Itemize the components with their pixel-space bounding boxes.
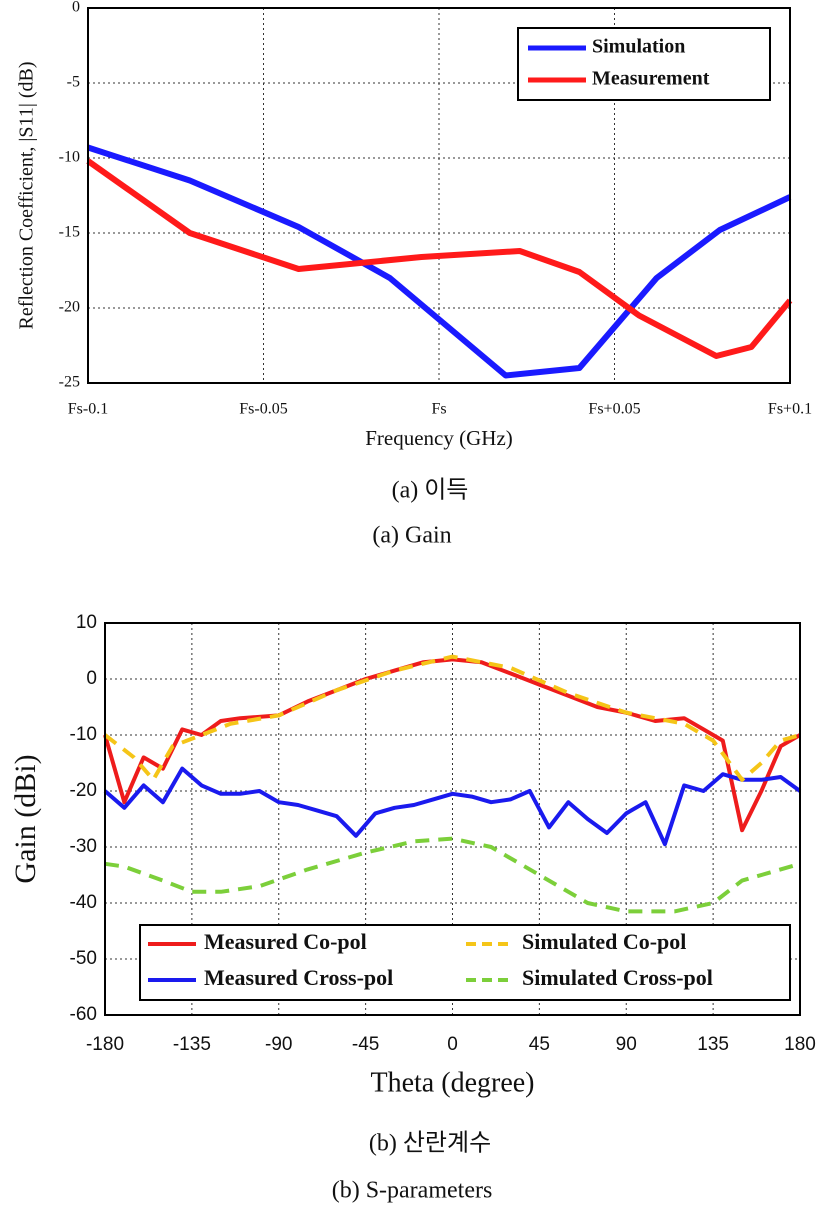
series-line	[104, 836, 801, 914]
legend-label: Simulation	[592, 36, 685, 58]
y-tick-label: -10	[59, 149, 80, 166]
y-tick-label: -5	[67, 74, 80, 91]
y-tick-label: 10	[76, 612, 97, 633]
series-line	[103, 766, 802, 847]
y-tick-label: -15	[59, 224, 80, 241]
x-tick-label: Fs+0.05	[588, 401, 640, 418]
caption: (b) S-parameters	[332, 1178, 493, 1204]
legend-box	[139, 924, 791, 1001]
legend-label: Measured Co-pol	[204, 929, 367, 954]
plot-frame	[87, 7, 791, 384]
x-tick-label: -45	[352, 1034, 379, 1055]
x-tick-label: 135	[697, 1034, 729, 1055]
y-tick-label: -10	[70, 724, 97, 745]
series-line	[103, 654, 801, 782]
x-tick-label: -180	[86, 1034, 124, 1055]
y-axis-label: Gain (dBi)	[9, 754, 42, 883]
x-tick-label: Fs-0.1	[68, 401, 108, 418]
x-tick-label: 0	[447, 1034, 458, 1055]
legend-label: Simulated Cross-pol	[522, 965, 713, 990]
x-tick-label: Fs-0.05	[239, 401, 287, 418]
caption: (a) 이득	[392, 478, 469, 504]
x-tick-label: Fs+0.1	[768, 401, 812, 418]
legend-label: Simulated Co-pol	[522, 929, 686, 954]
plot-frame	[104, 622, 801, 1016]
legend-box	[517, 27, 771, 101]
y-tick-label: -40	[70, 892, 97, 913]
y-tick-label: -20	[70, 780, 97, 801]
x-tick-label: Fs	[431, 401, 446, 418]
legend-label: Measurement	[592, 68, 710, 90]
y-tick-label: -20	[59, 299, 80, 316]
y-tick-label: -30	[70, 836, 97, 857]
series-line	[87, 144, 792, 379]
x-axis-label: Theta (degree)	[371, 1067, 535, 1098]
y-tick-label: -25	[59, 374, 80, 391]
y-tick-label: -50	[70, 948, 97, 969]
y-tick-label: -60	[70, 1004, 97, 1025]
y-tick-label: 0	[72, 0, 80, 16]
legend-label: Measured Cross-pol	[204, 965, 393, 990]
y-tick-label: 0	[86, 668, 97, 689]
y-axis-label: Reflection Coefficient, |S11| (dB)	[16, 62, 38, 330]
series-line	[103, 657, 802, 833]
x-tick-label: 90	[616, 1034, 637, 1055]
caption: (b) 산란계수	[369, 1130, 491, 1157]
caption: (a) Gain	[372, 523, 451, 549]
x-tick-label: -135	[173, 1034, 211, 1055]
x-tick-label: 180	[784, 1034, 816, 1055]
x-axis-label: Frequency (GHz)	[365, 426, 513, 450]
x-tick-label: -90	[265, 1034, 292, 1055]
series-line	[86, 158, 793, 359]
x-tick-label: 45	[529, 1034, 550, 1055]
